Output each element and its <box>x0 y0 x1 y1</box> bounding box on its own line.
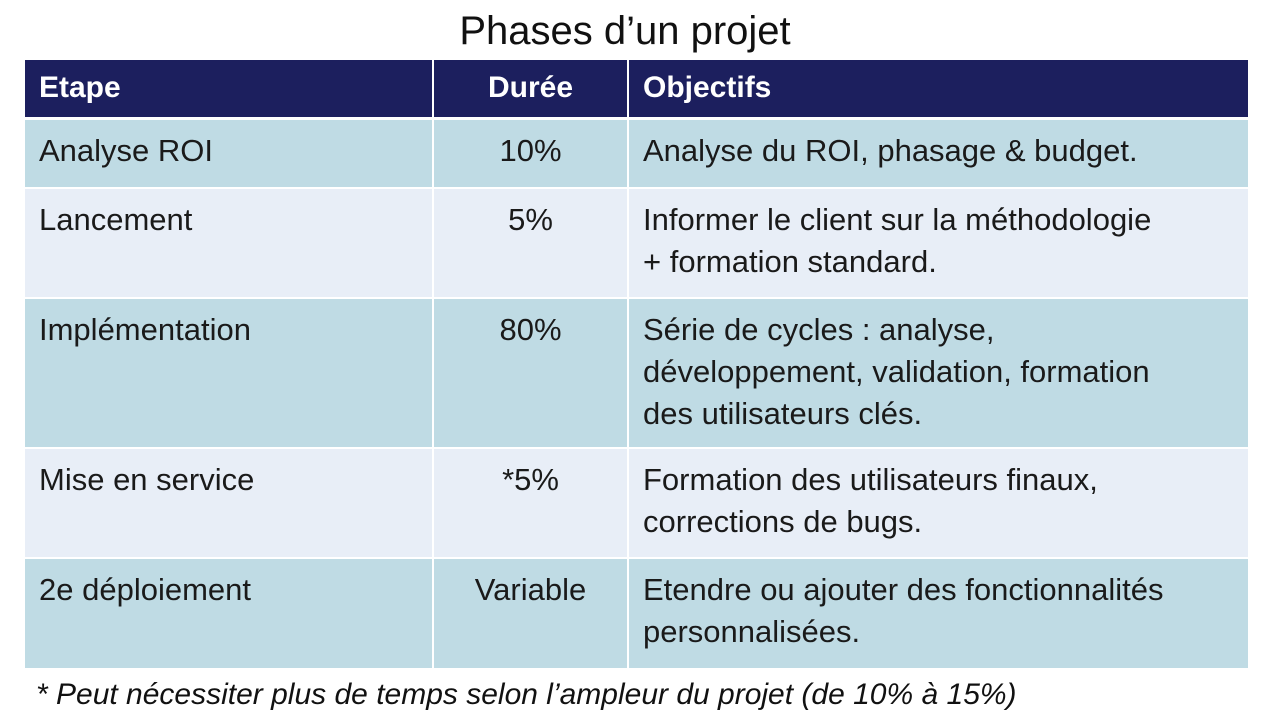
objectifs-line: Série de cycles : analyse, <box>643 312 995 347</box>
cell-etape: Implémentation <box>39 312 251 347</box>
table-row: Lancement 5% Informer le client sur la m… <box>25 188 1248 298</box>
objectifs-line: Informer le client sur la méthodologie <box>643 202 1152 237</box>
cell-etape: Analyse ROI <box>39 132 214 168</box>
cell-etape: Lancement <box>39 202 193 237</box>
cell-duree: *5% <box>432 448 628 558</box>
table-row: Implémentation 80% Série de cycles : ana… <box>25 298 1248 448</box>
cell-objectifs: Formation des utilisateurs finaux, corre… <box>627 448 1248 558</box>
cell-etape: 2e déploiement <box>39 572 251 607</box>
objectifs-line: des utilisateurs clés. <box>643 396 923 431</box>
phases-table: Etape Durée Objectifs Analyse ROI 10% An… <box>25 60 1248 668</box>
cell-objectifs: Série de cycles : analyse, développement… <box>627 298 1248 448</box>
objectifs-line: + formation standard. <box>643 244 937 279</box>
cell-etape: Mise en service <box>39 462 255 497</box>
table-row: Analyse ROI 10% Analyse du ROI, phasage … <box>25 118 1248 188</box>
objectifs-line: corrections de bugs. <box>643 504 923 539</box>
page-title: Phases d’un projet <box>459 9 791 53</box>
objectifs-line: Etendre ou ajouter des fonctionnalités <box>643 572 1164 607</box>
footnote: * Peut nécessiter plus de temps selon l’… <box>36 678 1017 711</box>
cell-objectifs: Analyse du ROI, phasage & budget. <box>627 118 1248 188</box>
cell-objectifs: Informer le client sur la méthodologie +… <box>627 188 1248 298</box>
cell-objectifs: Etendre ou ajouter des fonctionnalités p… <box>627 558 1248 668</box>
objectifs-line: développement, validation, formation <box>643 354 1150 389</box>
table-row: Mise en service *5% Formation des utilis… <box>25 448 1248 558</box>
objectifs-line: Formation des utilisateurs finaux, <box>643 462 1098 497</box>
column-header-etape: Etape <box>39 71 121 105</box>
cell-duree: Variable <box>432 558 628 668</box>
cell-duree: 80% <box>432 298 628 448</box>
objectifs-line: Analyse du ROI, phasage & budget. <box>643 132 1138 168</box>
cell-duree: 10% <box>432 118 628 188</box>
column-header-objectifs: Objectifs <box>627 60 1248 118</box>
cell-duree: 5% <box>432 188 628 298</box>
table-header-row: Etape Durée Objectifs <box>25 60 1248 118</box>
objectifs-line: personnalisées. <box>643 614 861 649</box>
table-row: 2e déploiement Variable Etendre ou ajout… <box>25 558 1248 668</box>
column-header-duree: Durée <box>432 60 628 118</box>
